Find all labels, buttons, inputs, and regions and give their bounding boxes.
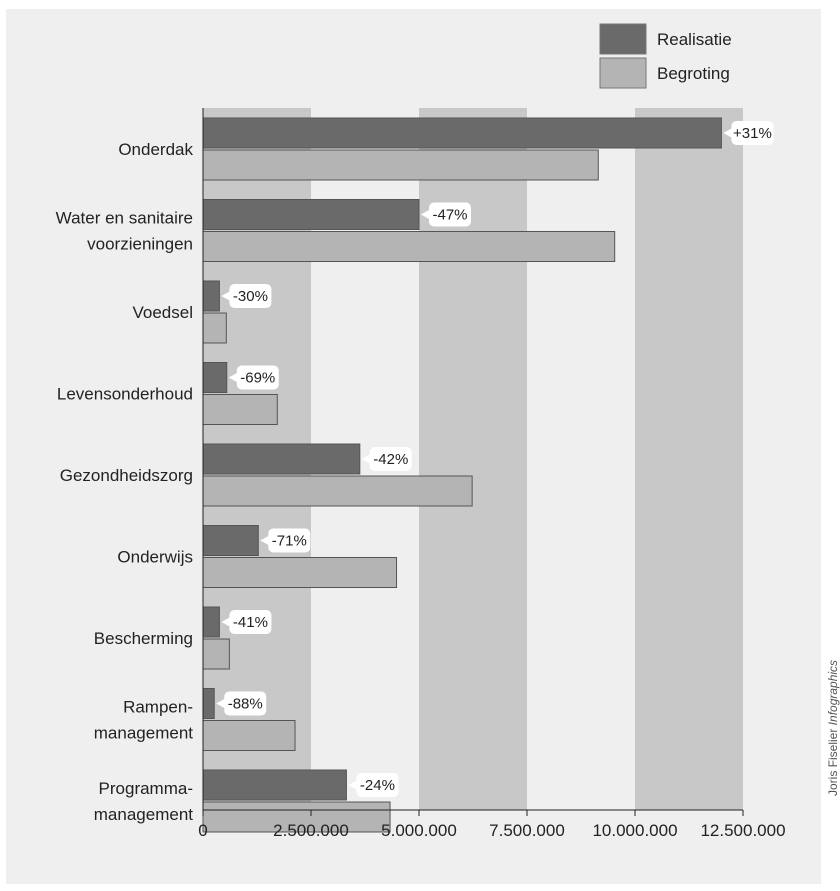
x-tick-label: 0	[198, 821, 207, 840]
bar-begroting	[202, 312, 227, 344]
category-label: Onderwijs	[117, 548, 193, 567]
percent-label: -30%	[233, 288, 268, 305]
category-label: Voedsel	[133, 303, 194, 322]
bar-begroting	[202, 638, 230, 670]
percent-label: -88%	[228, 696, 263, 713]
callout-box	[229, 610, 272, 634]
percent-label: -69%	[240, 370, 275, 387]
credit-text: Joris Fiselier Infographics	[826, 660, 840, 796]
bar-begroting	[202, 557, 398, 588]
x-tick-label: 10.000.000	[592, 821, 677, 840]
legend-label: Realisatie	[657, 30, 732, 49]
bar-realisatie	[202, 525, 259, 556]
bar-realisatie	[202, 362, 228, 393]
credit-org: Infographics	[826, 659, 840, 726]
legend-swatch	[599, 23, 647, 55]
category-label: management	[94, 805, 194, 824]
category-label: Gezondheidszorg	[60, 466, 193, 485]
callout-box	[429, 202, 471, 227]
callout-pointer	[348, 780, 358, 790]
callout-pointer	[228, 372, 238, 383]
percent-label: -42%	[373, 451, 408, 468]
bar-realisatie	[202, 280, 220, 312]
bar-realisatie	[202, 443, 361, 475]
percent-label: -71%	[272, 533, 307, 550]
bar-begroting	[202, 149, 599, 181]
category-label: Water en sanitaire	[56, 209, 193, 228]
category-label: Programma-	[99, 779, 193, 798]
x-tick-label: 12.500.000	[700, 821, 785, 840]
callout-pointer	[260, 535, 270, 546]
x-tick-label: 7.500.000	[489, 821, 565, 840]
bar-begroting	[202, 801, 391, 833]
callout-box	[369, 447, 412, 471]
bar-begroting	[202, 231, 616, 262]
callout-box	[236, 365, 279, 390]
x-tick-label: 5.000.000	[381, 821, 457, 840]
percent-label: -24%	[360, 777, 395, 794]
bar-realisatie	[202, 199, 420, 230]
callout-pointer	[216, 698, 226, 709]
bar-realisatie	[202, 606, 220, 638]
bar-begroting	[202, 720, 296, 751]
percent-label: -47%	[432, 207, 467, 224]
callout-box	[356, 773, 399, 797]
bar-realisatie	[202, 117, 722, 149]
bar-begroting	[202, 475, 473, 507]
grid-band	[635, 108, 743, 810]
callout-pointer	[723, 128, 733, 138]
category-label: Bescherming	[94, 629, 193, 648]
bar-realisatie	[202, 769, 347, 801]
category-label: Levensonderhoud	[57, 385, 193, 404]
legend-swatch	[599, 57, 647, 89]
category-label: Rampen-	[123, 698, 193, 717]
callout-box	[224, 691, 267, 716]
category-label: management	[94, 724, 194, 743]
callout-pointer	[361, 454, 371, 464]
bar-begroting	[202, 394, 278, 425]
percent-label: +31%	[733, 125, 772, 142]
callout-box	[229, 284, 272, 308]
callout-pointer	[221, 291, 231, 301]
credit-name: Joris Fiselier	[826, 728, 840, 796]
callout-pointer	[221, 617, 231, 627]
callout-box	[731, 121, 774, 145]
legend-label: Begroting	[657, 64, 730, 83]
callout-box	[268, 528, 311, 553]
callout-pointer	[421, 209, 430, 220]
category-label: Onderdak	[118, 140, 193, 159]
category-label: voorzieningen	[87, 235, 193, 254]
x-tick-label: 2.500.000	[273, 821, 349, 840]
bar-realisatie	[202, 688, 215, 719]
percent-label: -41%	[233, 614, 268, 631]
